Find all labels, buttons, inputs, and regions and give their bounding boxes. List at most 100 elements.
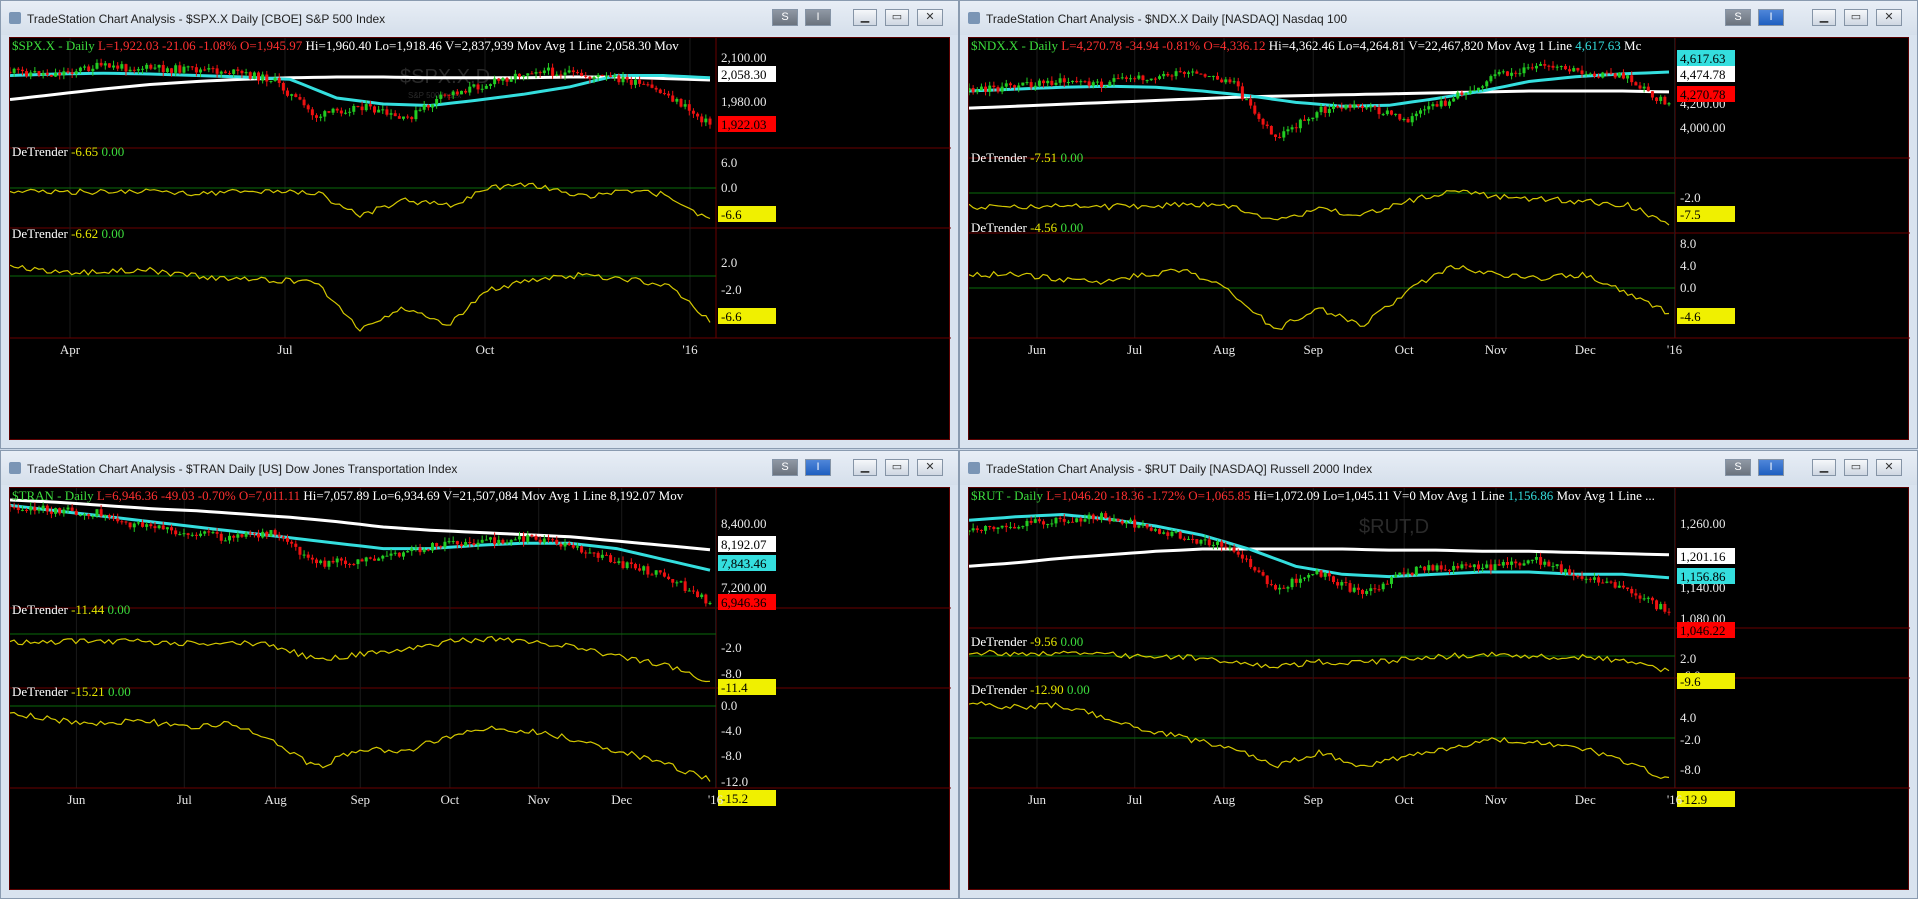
detrender-1-marker-box [718, 206, 776, 222]
candle-body [1066, 521, 1070, 523]
candle-body [1360, 589, 1364, 594]
candle-body [1650, 597, 1654, 601]
legend-item: L=1,922.03 [98, 38, 162, 53]
candle-body [1195, 71, 1199, 74]
candle-body [1265, 124, 1269, 127]
candle-body [1539, 64, 1543, 66]
window-titlebar[interactable]: TradeStation Chart Analysis - $TRAN Dail… [1, 451, 958, 485]
chart-area[interactable]: $SPX.X,D S&P 500 Index $SPX.X - Daily L=1,… [9, 37, 951, 441]
candle-body [1071, 80, 1075, 83]
chart-window-spx[interactable]: TradeStation Chart Analysis - $SPX.X Dai… [0, 0, 959, 449]
indicator-button[interactable]: I [805, 9, 831, 26]
minimize-button[interactable]: ▁ [853, 9, 877, 26]
window-titlebar[interactable]: TradeStation Chart Analysis - $NDX.X Dai… [960, 1, 1917, 35]
candle-body [20, 509, 24, 511]
chart-window-tran[interactable]: TradeStation Chart Analysis - $TRAN Dail… [0, 450, 959, 899]
chart-svg[interactable]: $SPX.X,DS&P 500 Index$SPX.X - Daily L=1,… [10, 38, 951, 441]
legend-item: DeTrender [971, 682, 1030, 697]
candle-body [617, 561, 621, 563]
candle-body [1187, 72, 1191, 74]
x-axis-label: Sep [1304, 342, 1324, 357]
candle-body [1257, 570, 1261, 573]
candle-body [1315, 112, 1319, 118]
candle-body [571, 70, 575, 73]
candle-body [66, 71, 70, 73]
candle-body [1501, 562, 1505, 566]
chart-svg[interactable]: $NDX.X - Daily L=4,270.78 -34.94 -0.81% … [969, 38, 1910, 441]
chart-area[interactable]: $TRAN - Daily L=6,946.36 -49.03 -0.70% O… [9, 487, 951, 891]
candle-body [236, 69, 240, 71]
minimize-button[interactable]: ▁ [1812, 459, 1836, 476]
close-button[interactable]: ✕ [917, 459, 943, 476]
legend-item: O=1,945.97 [240, 38, 305, 53]
legend-item: DeTrender [971, 220, 1030, 235]
indicator-button[interactable]: I [1758, 9, 1784, 26]
candle-body [559, 543, 563, 547]
candle-body [1282, 587, 1286, 589]
candle-body [629, 562, 633, 565]
candle-body [269, 530, 273, 537]
candle-body [1236, 81, 1240, 87]
candle-body [1344, 105, 1348, 109]
candle-body [1120, 520, 1124, 524]
indicator-button[interactable]: I [805, 459, 831, 476]
legend-item: O=1,065.85 [1188, 488, 1253, 503]
chart-svg[interactable]: $TRAN - Daily L=6,946.36 -49.03 -0.70% O… [10, 488, 951, 891]
chart-window-ndx[interactable]: TradeStation Chart Analysis - $NDX.X Dai… [959, 0, 1918, 449]
candle-body [339, 110, 343, 114]
symbol-button[interactable]: S [1725, 9, 1751, 26]
candle-body [248, 532, 252, 534]
legend-item: 0.00 [101, 144, 124, 159]
candle-body [1447, 101, 1451, 106]
candle-body [497, 539, 501, 545]
candle-body [1075, 80, 1079, 83]
maximize-button[interactable]: ▭ [1844, 9, 1868, 26]
x-axis-label: Aug [264, 792, 287, 807]
moving-average-fast [969, 512, 1670, 580]
close-button[interactable]: ✕ [1876, 459, 1902, 476]
candle-body [633, 79, 637, 85]
window-titlebar[interactable]: TradeStation Chart Analysis - $SPX.X Dai… [1, 1, 958, 35]
detrender-2-tick-label: 2.0 [721, 255, 737, 270]
legend-item: 0.00 [1060, 150, 1083, 165]
candle-body [534, 72, 538, 74]
candle-body [497, 78, 501, 81]
detrender-1-legend: DeTrender -7.51 0.00 [971, 150, 1083, 165]
symbol-button[interactable]: S [772, 459, 798, 476]
candle-body [638, 568, 642, 571]
candle-body [1298, 578, 1302, 583]
maximize-button[interactable]: ▭ [1844, 459, 1868, 476]
candle-body [1385, 110, 1389, 115]
detrender-2-marker-label: -6.6 [721, 309, 742, 324]
candle-body [1476, 564, 1480, 569]
minimize-button[interactable]: ▁ [853, 459, 877, 476]
chart-area[interactable]: $RUT,D $RUT - Daily L=1,046.20 -18.36 -1.… [968, 487, 1910, 891]
detrender-2-tick-label: -2.0 [1680, 732, 1701, 747]
chart-window-rut[interactable]: TradeStation Chart Analysis - $RUT Daily… [959, 450, 1918, 899]
legend-item: Mc [1624, 38, 1642, 53]
legend-item: -0.70% [198, 488, 239, 503]
close-button[interactable]: ✕ [917, 9, 943, 26]
chart-svg[interactable]: $RUT,D $RUT - Daily L=1,046.20 -18.36 -1.… [969, 488, 1910, 891]
candle-body [1323, 106, 1327, 113]
symbol-button[interactable]: S [1725, 459, 1751, 476]
indicator-button[interactable]: I [1758, 459, 1784, 476]
candle-body [979, 86, 983, 91]
legend-item: Lo=4,264.81 [1338, 38, 1408, 53]
window-titlebar[interactable]: TradeStation Chart Analysis - $RUT Daily… [960, 451, 1917, 485]
candle-body [186, 66, 190, 68]
candle-body [401, 552, 405, 557]
price-marker-box [718, 555, 776, 571]
maximize-button[interactable]: ▭ [885, 459, 909, 476]
maximize-button[interactable]: ▭ [885, 9, 909, 26]
moving-average-slow [10, 75, 711, 101]
candle-body [344, 112, 348, 114]
minimize-button[interactable]: ▁ [1812, 9, 1836, 26]
candle-body [988, 85, 992, 92]
candle-body [174, 530, 178, 535]
price-legend: $SPX.X - Daily L=1,922.03 -21.06 -1.08% … [12, 38, 679, 53]
symbol-button[interactable]: S [772, 9, 798, 26]
close-button[interactable]: ✕ [1876, 9, 1902, 26]
chart-area[interactable]: $NDX.X - Daily L=4,270.78 -34.94 -0.81% … [968, 37, 1910, 441]
candle-body [1207, 76, 1211, 78]
